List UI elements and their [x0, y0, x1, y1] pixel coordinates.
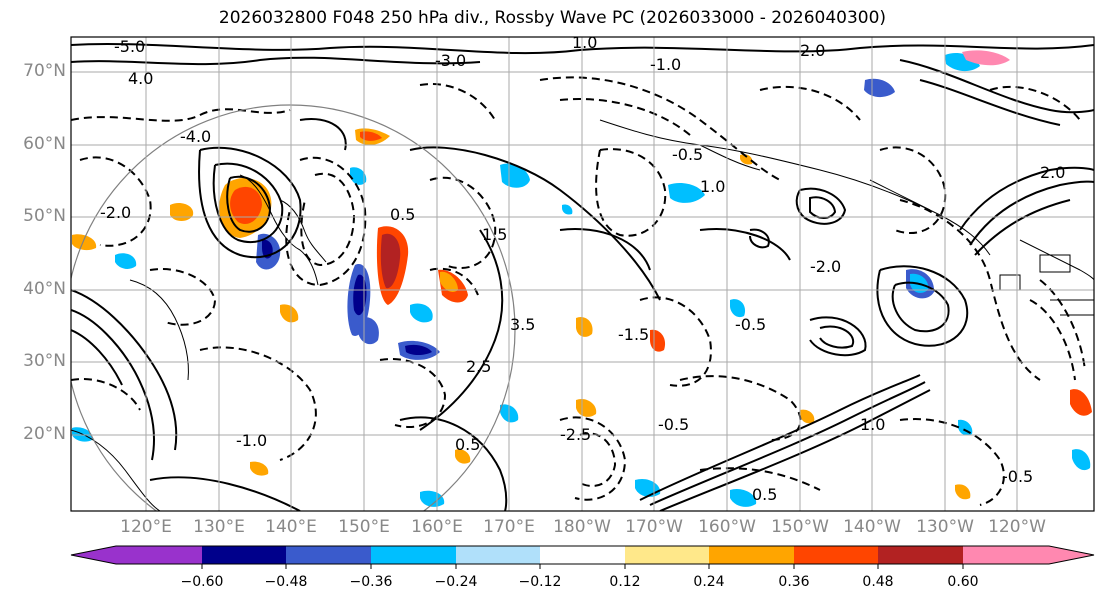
map-frame: [70, 36, 1095, 512]
longitude-label: 180°W: [553, 517, 611, 537]
longitude-label: 120°W: [988, 517, 1046, 537]
contour-label: 2.0: [1040, 163, 1065, 182]
contour-label: -3.0: [435, 51, 466, 70]
contour-label: -2.0: [100, 203, 131, 222]
latitude-label: 70°N: [23, 61, 66, 81]
colorbar-tick-label: 0.48: [862, 574, 894, 590]
contour-label: 2.5: [466, 357, 491, 376]
colorbar: [70, 545, 1095, 569]
positive-contours: [71, 42, 1094, 511]
colorbar-tick-label: −0.36: [349, 574, 393, 590]
longitude-label: 130°W: [916, 517, 974, 537]
contour-label: -1.5: [618, 325, 649, 344]
latitude-label: 50°N: [23, 206, 66, 226]
contour-label: -4.0: [180, 127, 211, 146]
map-title: 2026032800 F048 250 hPa div., Rossby Wav…: [218, 8, 887, 28]
contour-label: -1.0: [650, 55, 681, 74]
negative-contours: [71, 76, 1086, 506]
contour-label: -1.0: [236, 431, 267, 450]
longitude-label: 120°E: [120, 517, 172, 537]
wave-radius-circle: [71, 104, 516, 511]
latitude-label: 30°N: [23, 351, 66, 371]
contour-label: -0.5: [735, 315, 766, 334]
longitude-label: 150°E: [338, 517, 390, 537]
longitude-label: 170°E: [483, 517, 535, 537]
contour-label: 0.5: [390, 205, 415, 224]
contour-label: 1.0: [860, 415, 885, 434]
colorbar-tick-label: −0.60: [180, 574, 224, 590]
contour-label: 1.0: [700, 177, 725, 196]
longitude-label: 170°W: [625, 517, 683, 537]
map-plot-area: -5.0 4.0 -3.0 2.0 -1.0 1.0 -4.0 -2.0 1.5…: [71, 33, 1094, 511]
colorbar-tick-label: −0.12: [518, 574, 562, 590]
contour-label: 1.0: [572, 33, 597, 52]
gridlines: [71, 37, 1094, 511]
colorbar-tick-label: 0.12: [609, 574, 641, 590]
contour-label: -5.0: [114, 37, 145, 56]
contour-label: 4.0: [128, 69, 153, 88]
colorbar-extend-high: [1049, 546, 1094, 564]
contour-label: -0.5: [672, 145, 703, 164]
contour-label: 0.5: [455, 435, 480, 454]
contour-label: -0.5: [658, 415, 689, 434]
longitude-label: 150°W: [771, 517, 829, 537]
contour-label: -2.5: [560, 425, 591, 444]
contour-label: 3.5: [510, 315, 535, 334]
longitude-label: 140°E: [265, 517, 317, 537]
longitude-label: 160°W: [698, 517, 756, 537]
colorbar-tick-label: −0.48: [264, 574, 308, 590]
longitude-label: 140°W: [843, 517, 901, 537]
contour-labels: -5.0 4.0 -3.0 2.0 -1.0 1.0 -4.0 -2.0 1.5…: [100, 33, 1065, 504]
contour-label: 2.0: [800, 41, 825, 60]
colorbar-tick-label: −0.24: [434, 574, 478, 590]
longitude-label: 160°E: [411, 517, 463, 537]
latitude-label: 60°N: [23, 134, 66, 154]
contour-label: -0.5: [1002, 467, 1033, 486]
longitude-label: 130°E: [193, 517, 245, 537]
latitude-label: 40°N: [23, 279, 66, 299]
contour-label: 1.5: [482, 225, 507, 244]
colorbar-tick-label: 0.60: [947, 574, 979, 590]
colorbar-tick-label: 0.36: [778, 574, 810, 590]
divergence-shading: [72, 50, 1092, 507]
colorbar-extend-low: [71, 546, 116, 564]
coastlines: [71, 119, 1094, 511]
contour-label: 0.5: [752, 485, 777, 504]
latitude-label: 20°N: [23, 424, 66, 444]
colorbar-tick-label: 0.24: [693, 574, 725, 590]
contour-label: -2.0: [810, 257, 841, 276]
